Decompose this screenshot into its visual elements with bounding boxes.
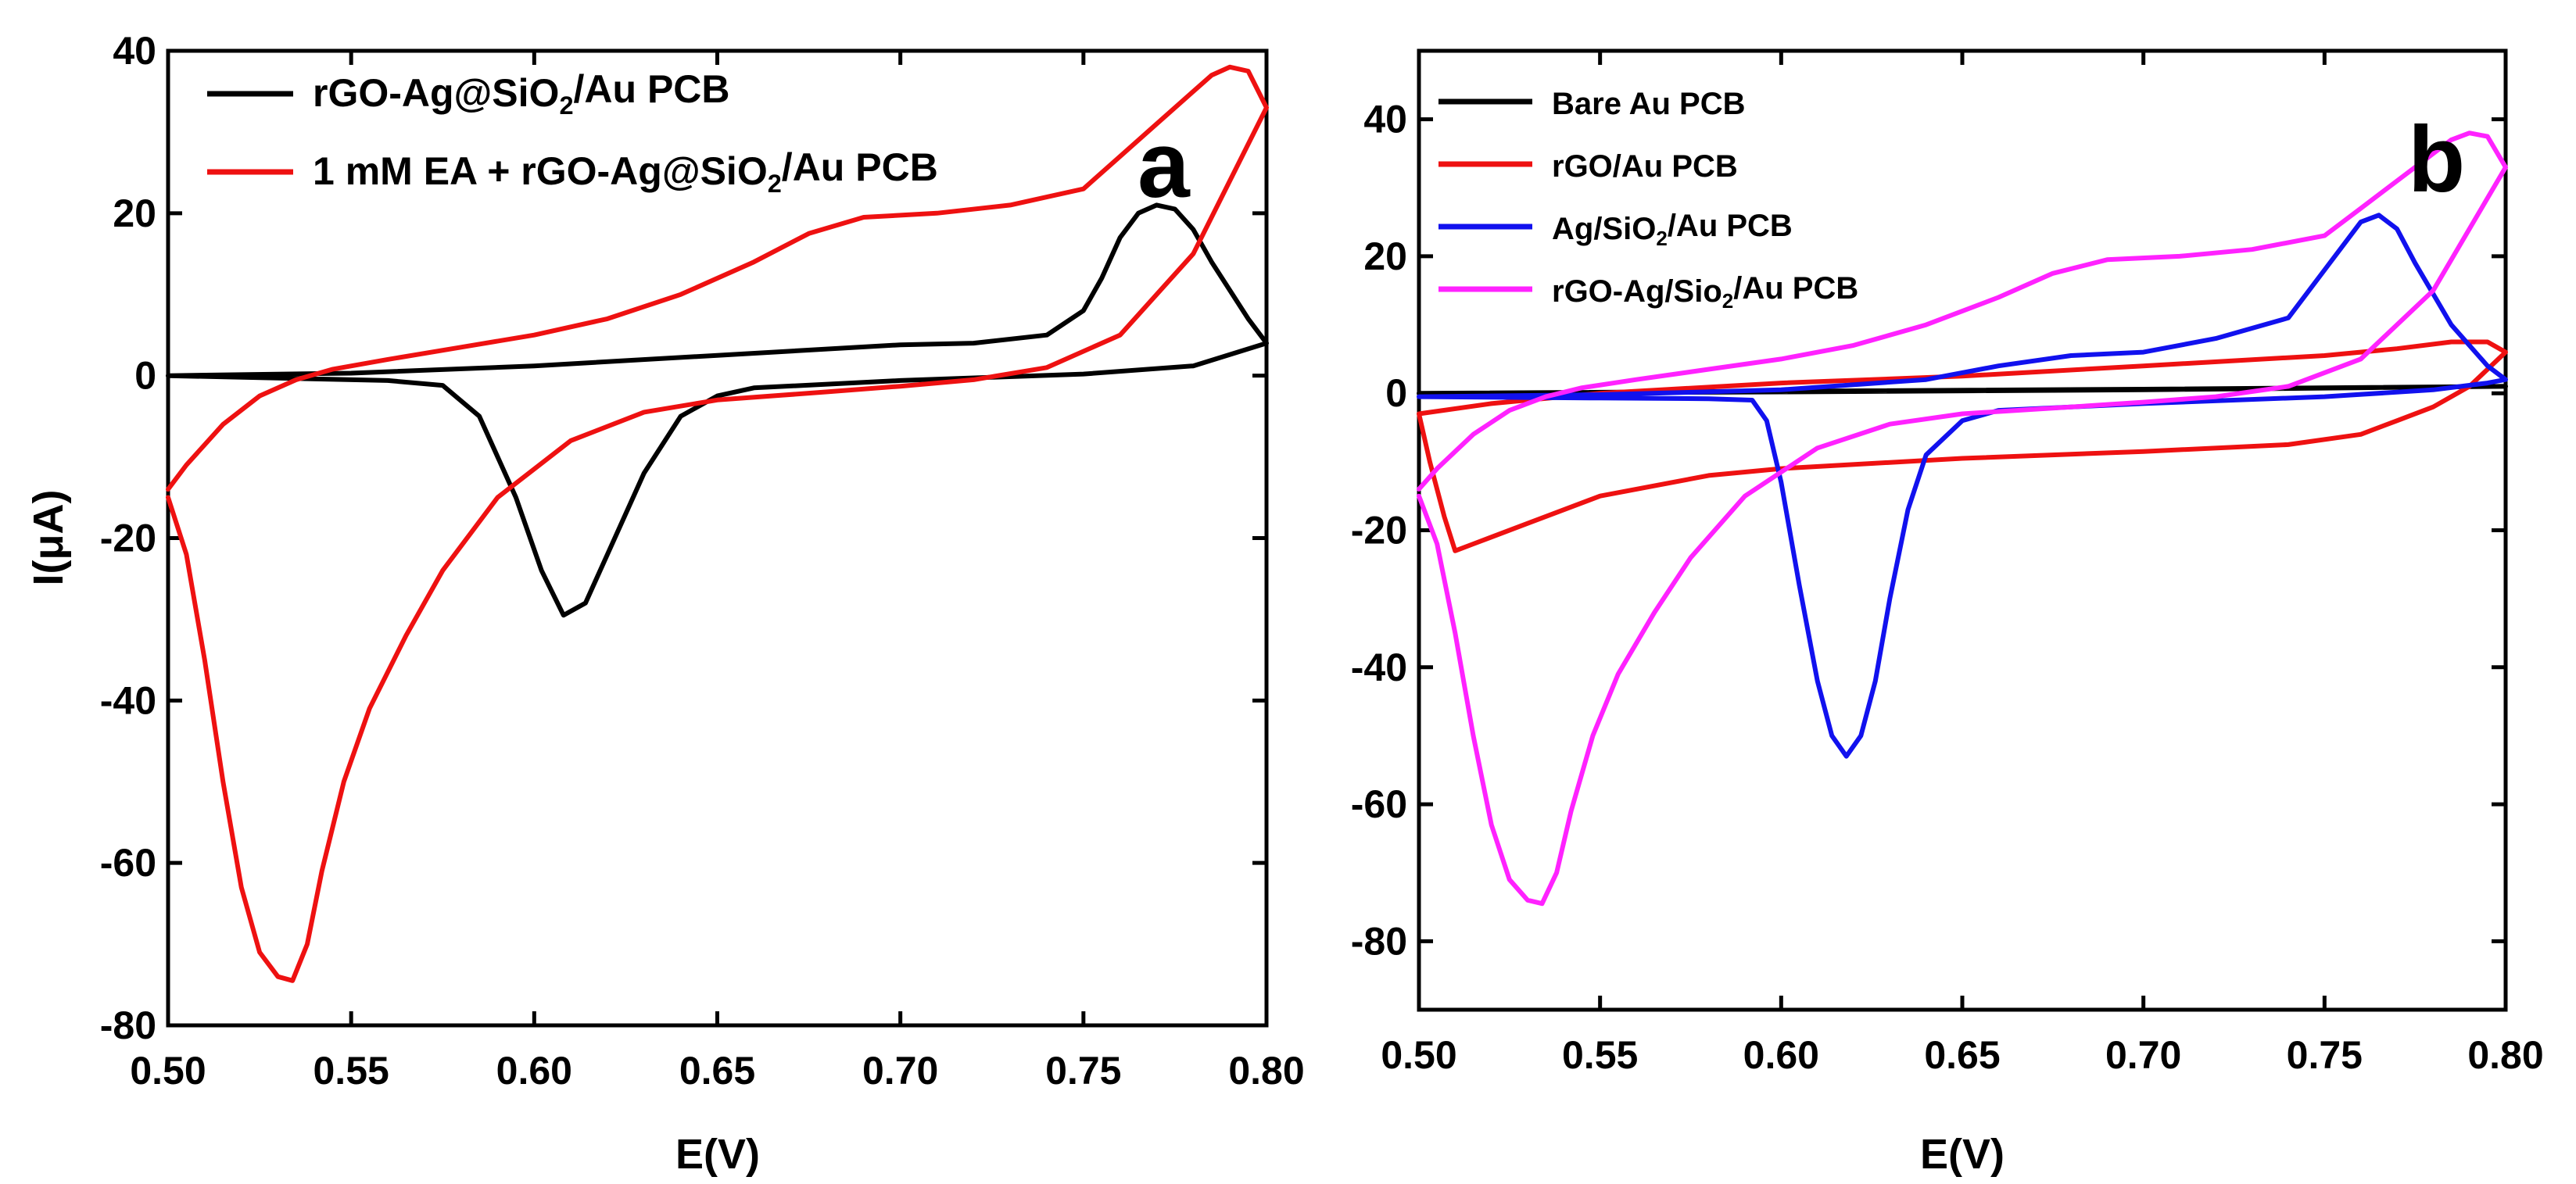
series-line-rgo-au-pcb <box>1417 339 2508 553</box>
y-tick-label: 40 <box>113 29 156 73</box>
x-tick-label: 0.65 <box>679 1049 755 1093</box>
legend-label-subscript: 2 <box>768 170 782 198</box>
series-line-rgo-ag-sio2-au-pcb <box>166 202 1269 618</box>
x-tick-label: 0.80 <box>2467 1033 2543 1077</box>
y-tick-label: -20 <box>100 517 156 560</box>
legend-label: 1 mM EA + rGO-Ag@SiO2/Au PCB <box>313 145 938 198</box>
x-tick-label: 0.65 <box>1924 1033 2000 1077</box>
legend-label-subscript: 2 <box>1722 289 1733 313</box>
panel-label-a: a <box>1138 113 1191 217</box>
y-tick-label: -80 <box>100 1003 156 1047</box>
legend-label-rest: /Au PCB <box>782 145 938 189</box>
legend-label: rGO-Ag@SiO2/Au PCB <box>313 67 730 120</box>
x-axis-label: E(V) <box>1920 1131 2005 1178</box>
x-tick-label: 0.70 <box>862 1049 938 1093</box>
y-tick-label: -60 <box>1351 782 1407 826</box>
legend-label: rGO-Ag/Sio2/Au PCB <box>1552 271 1858 313</box>
x-tick-label: 0.50 <box>1381 1033 1456 1077</box>
x-tick-label: 0.80 <box>1228 1049 1304 1093</box>
legend-label-main: rGO-Ag/Sio <box>1552 274 1722 309</box>
legend-label: rGO/Au PCB <box>1552 149 1738 184</box>
y-tick-label: 0 <box>1385 371 1407 415</box>
x-tick-label: 0.55 <box>313 1049 389 1093</box>
legend-label-rest: /Au PCB <box>1668 209 1793 243</box>
legend-label-main: Bare Au PCB <box>1552 87 1745 121</box>
plot-frame-b <box>1417 48 2508 1012</box>
x-tick-label: 0.60 <box>1743 1033 1819 1077</box>
x-tick-label: 0.60 <box>496 1049 572 1093</box>
x-tick-label: 0.55 <box>1562 1033 1638 1077</box>
x-tick-label: 0.75 <box>1045 1049 1121 1093</box>
series-line-ag-sio2-au-pcb <box>1417 213 2508 759</box>
legend-label-main: rGO/Au PCB <box>1552 149 1738 184</box>
x-tick-label: 0.50 <box>130 1049 206 1093</box>
panel-b: 0.50 0.55 0.60 0.65 0.70 0.75 0.80 40 20 0 -20 -40 -… <box>1351 48 2544 1178</box>
y-tick-label: 20 <box>1363 234 1407 278</box>
legend-label-subscript: 2 <box>1656 227 1667 250</box>
y-tick-label: 20 <box>113 191 156 235</box>
y-tick-label: -40 <box>100 678 156 722</box>
y-tick-label: -60 <box>100 841 156 885</box>
legend-label-rest: /Au PCB <box>1733 271 1858 306</box>
y-tick-label: -20 <box>1351 509 1407 553</box>
series-line-1-mm-ea-rgo-ag-sio2-au-pcb <box>166 64 1269 983</box>
y-tick-label: 40 <box>1363 98 1407 141</box>
legend-label-main: Ag/SiO <box>1552 212 1656 246</box>
legend-label-main: rGO-Ag@SiO <box>313 71 559 115</box>
x-tick-label: 0.70 <box>2105 1033 2181 1077</box>
legend-label-rest: /Au PCB <box>574 67 730 111</box>
x-tick-label: 0.75 <box>2287 1033 2363 1077</box>
legend-label-subscript: 2 <box>559 91 573 120</box>
legend-label-main: 1 mM EA + rGO-Ag@SiO <box>313 149 768 193</box>
y-tick-label: 0 <box>134 354 156 398</box>
y-tick-label: -80 <box>1351 919 1407 963</box>
legend-label: Ag/SiO2/Au PCB <box>1552 209 1793 250</box>
y-tick-label: -40 <box>1351 646 1407 689</box>
y-axis-label: I(μA) <box>25 489 72 585</box>
series-line-rgo-ag-sio2-au-pcb <box>1417 131 2508 907</box>
legend-label: Bare Au PCB <box>1552 87 1745 121</box>
panel-a: 0.50 0.55 0.60 0.65 0.70 0.75 0.80 40 20 0 -20 -40 -… <box>25 29 1305 1178</box>
x-axis-label: E(V) <box>675 1131 760 1178</box>
panel-label-b: b <box>2408 107 2465 212</box>
plot-frame-a <box>166 48 1269 1028</box>
